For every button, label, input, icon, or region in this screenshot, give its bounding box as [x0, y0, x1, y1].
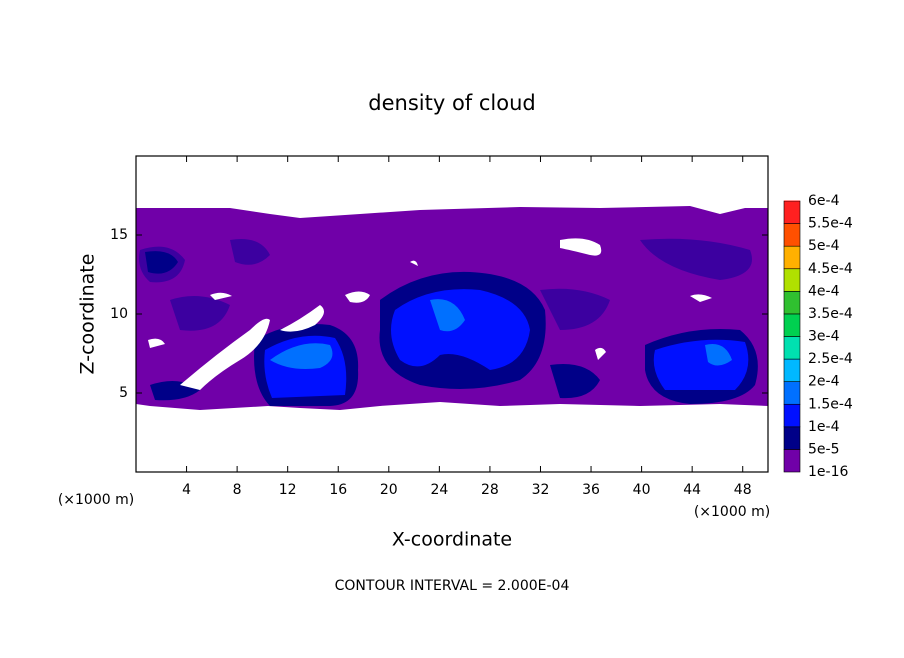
field-high [264, 289, 749, 398]
colorbar-box [783, 336, 801, 360]
colorbar-box [783, 381, 801, 405]
chart-title: density of cloud [368, 91, 535, 115]
colorbar-label: 2.5e-4 [808, 351, 853, 367]
colorbar-box [783, 426, 801, 450]
colorbar-box [783, 200, 801, 224]
x-tick-label: 24 [430, 482, 448, 498]
x-tick-label: 4 [182, 482, 191, 498]
colorbar-label: 3.5e-4 [808, 306, 853, 322]
x-tick-label: 16 [329, 482, 347, 498]
colorbar-box [783, 223, 801, 247]
colorbar-box [783, 449, 801, 473]
x-axis-label: X-coordinate [392, 529, 512, 551]
contour-field [136, 206, 768, 410]
footnote: CONTOUR INTERVAL = 2.000E-04 [335, 578, 570, 594]
colorbar-label: 5e-5 [808, 441, 839, 457]
colorbar-label: 5e-4 [808, 238, 840, 254]
colorbar-top [784, 200, 800, 201]
x-unit-right: (×1000 m) [694, 504, 770, 520]
colorbar-label: 1e-16 [808, 464, 848, 480]
y-axis-label: Z-coordinate [77, 254, 99, 375]
field-gap [148, 238, 712, 390]
colorbar-box [783, 403, 801, 428]
x-unit-left: (×1000 m) [58, 492, 134, 508]
colorbar-label: 1e-4 [808, 419, 840, 435]
colorbar-box [783, 291, 801, 315]
y-tick-label: 15 [110, 227, 128, 243]
colorbar-label: 6e-4 [808, 193, 840, 209]
colorbar-label: 4e-4 [808, 283, 840, 299]
colorbar-label: 5.5e-4 [808, 216, 853, 232]
x-tick-label: 28 [481, 482, 499, 498]
colorbar-box [783, 358, 801, 382]
x-tick-label: 36 [582, 482, 600, 498]
colorbar-box [783, 313, 801, 337]
x-tick-label: 48 [734, 482, 752, 498]
x-tick-label: 12 [279, 482, 297, 498]
x-tick-label: 8 [233, 482, 242, 498]
x-tick-label: 32 [532, 482, 550, 498]
colorbar-label: 3e-4 [808, 329, 840, 345]
colorbar-label: 4.5e-4 [808, 261, 853, 277]
x-tick-label: 44 [683, 482, 701, 498]
x-tick-label: 20 [380, 482, 398, 498]
colorbar-box [783, 245, 801, 270]
field-peak [270, 299, 732, 369]
colorbar-label: 2e-4 [808, 374, 840, 390]
colorbar-box [783, 268, 801, 292]
field-low [139, 238, 753, 331]
y-tick-label: 5 [119, 385, 128, 401]
colorbar-label: 1.5e-4 [808, 396, 853, 412]
x-tick-label: 40 [633, 482, 651, 498]
y-tick-label: 10 [110, 306, 128, 322]
